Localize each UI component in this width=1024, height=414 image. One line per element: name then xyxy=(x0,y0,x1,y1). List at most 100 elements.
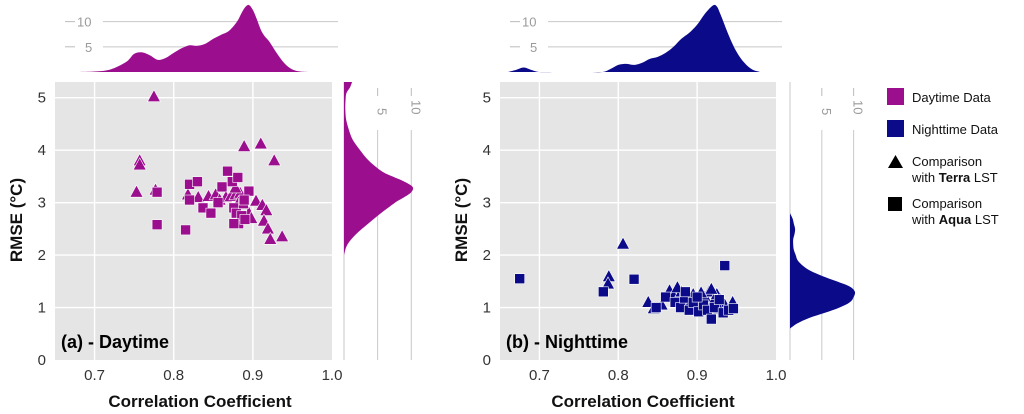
y-tick-label: 2 xyxy=(483,247,491,264)
marginal-right: 5 10 xyxy=(789,82,866,360)
data-point-square xyxy=(184,194,195,206)
marginal-top-tick-label: 10 xyxy=(77,15,91,30)
data-point-square xyxy=(628,273,640,285)
data-point-square xyxy=(238,194,250,206)
data-point-square xyxy=(228,218,240,229)
marginal-top-tick-label: 5 xyxy=(530,40,537,55)
legend-triangle-icon xyxy=(888,155,903,168)
data-point-triangle xyxy=(616,236,631,250)
data-point-triangle xyxy=(704,281,719,295)
x-axis-title: Correlation Coefficient xyxy=(551,392,735,411)
legend-terra-line2: with Terra LST xyxy=(911,170,998,185)
data-point-square xyxy=(216,181,228,193)
marginal-top-tick-label: 5 xyxy=(85,40,92,55)
data-point-square xyxy=(232,172,244,183)
data-point-triangle xyxy=(191,189,206,203)
data-point-square xyxy=(691,291,703,303)
legend-terra-line1: Comparison xyxy=(912,154,982,169)
y-tick-label: 3 xyxy=(483,195,491,212)
y-tick-label: 5 xyxy=(483,90,491,107)
x-axis-title: Correlation Coefficient xyxy=(108,392,292,411)
marginal-top-tick-label: 10 xyxy=(522,15,536,30)
data-point-triangle xyxy=(253,136,268,150)
x-tick-label: 1.0 xyxy=(322,367,343,384)
plot-background xyxy=(55,82,332,360)
data-point-square xyxy=(151,186,163,198)
legend-label-nighttime: Nighttime Data xyxy=(912,122,999,137)
data-point-square xyxy=(192,176,203,187)
x-tick-label: 1.0 xyxy=(766,367,787,384)
y-tick-label: 4 xyxy=(483,142,491,159)
legend-square-icon xyxy=(888,197,902,211)
marginal-top: 5 10 xyxy=(65,4,338,73)
panel-daytime: 0.7 0.8 0.9 1.0 0 1 2 3 4 5 Correlation Coefficien… xyxy=(7,4,423,411)
data-point-square xyxy=(680,286,691,298)
legend-label-daytime: Daytime Data xyxy=(912,90,992,105)
y-tick-label: 5 xyxy=(38,90,46,107)
data-point-triangle xyxy=(249,193,264,207)
data-point-square xyxy=(239,214,251,225)
marginal-right: 5 10 xyxy=(343,82,423,360)
y-tick-label: 3 xyxy=(38,195,46,212)
marginal-right-density xyxy=(790,213,856,329)
y-tick-label: 2 xyxy=(38,247,46,264)
y-tick-label: 4 xyxy=(38,142,46,159)
x-tick-label: 0.7 xyxy=(529,367,550,384)
x-tick-label: 0.9 xyxy=(242,367,263,384)
data-point-square xyxy=(660,291,671,303)
data-point-square xyxy=(650,302,662,313)
y-tick-label: 0 xyxy=(483,352,491,369)
data-point-triangle xyxy=(146,89,161,102)
marginal-right-tick-label: 5 xyxy=(819,108,834,115)
data-point-triangle xyxy=(260,221,275,235)
data-point-square xyxy=(243,185,255,197)
marginal-right-tick-label: 10 xyxy=(851,100,866,114)
panel-title: (a) - Daytime xyxy=(61,332,169,352)
marginal-right-tick-label: 10 xyxy=(408,100,423,114)
x-tick-label: 0.9 xyxy=(687,367,708,384)
marginal-top: 5 10 xyxy=(507,4,782,73)
data-point-square xyxy=(180,224,191,236)
series-aqua xyxy=(514,260,739,325)
marginal-right-density xyxy=(344,82,414,256)
panel-title: (b) - Nighttime xyxy=(506,332,628,352)
data-point-square xyxy=(514,273,526,284)
series-terra xyxy=(129,89,290,245)
data-point-triangle xyxy=(267,153,282,166)
data-point-triangle xyxy=(259,202,274,216)
data-point-square xyxy=(222,165,233,177)
y-axis-title: RMSE (°C) xyxy=(452,178,471,262)
data-point-square xyxy=(205,207,217,219)
legend-aqua-line2: with Aqua LST xyxy=(911,212,999,227)
x-tick-label: 0.8 xyxy=(608,367,629,384)
data-point-square xyxy=(719,260,731,271)
data-point-square xyxy=(598,286,609,298)
panel-nighttime: 0.7 0.8 0.9 1.0 0 1 2 3 4 5 Correlation Coefficien… xyxy=(452,4,866,411)
data-point-square xyxy=(728,303,739,314)
y-tick-label: 1 xyxy=(38,300,46,317)
legend-swatch-daytime xyxy=(887,88,904,105)
data-point-triangle xyxy=(132,157,147,171)
y-axis-title: RMSE (°C) xyxy=(7,178,26,262)
x-tick-label: 0.8 xyxy=(163,367,184,384)
plot-background xyxy=(500,82,776,360)
legend-aqua-line1: Comparison xyxy=(912,196,982,211)
data-point-square xyxy=(706,313,717,325)
data-point-square xyxy=(212,197,224,208)
marginal-right-tick-label: 5 xyxy=(375,108,390,115)
legend-swatch-nighttime xyxy=(887,120,904,137)
data-point-triangle xyxy=(275,229,290,243)
data-point-triangle xyxy=(237,138,252,152)
y-tick-label: 1 xyxy=(483,300,491,317)
data-point-square xyxy=(713,294,725,305)
data-point-square xyxy=(151,219,163,230)
x-tick-label: 0.7 xyxy=(84,367,105,384)
legend: Daytime Data Nighttime Data Comparison w… xyxy=(887,88,999,227)
marginal-top-density xyxy=(507,4,761,73)
series-aqua xyxy=(151,165,255,236)
data-point-triangle xyxy=(263,231,278,245)
y-tick-label: 0 xyxy=(38,352,46,369)
data-point-triangle xyxy=(129,184,144,198)
